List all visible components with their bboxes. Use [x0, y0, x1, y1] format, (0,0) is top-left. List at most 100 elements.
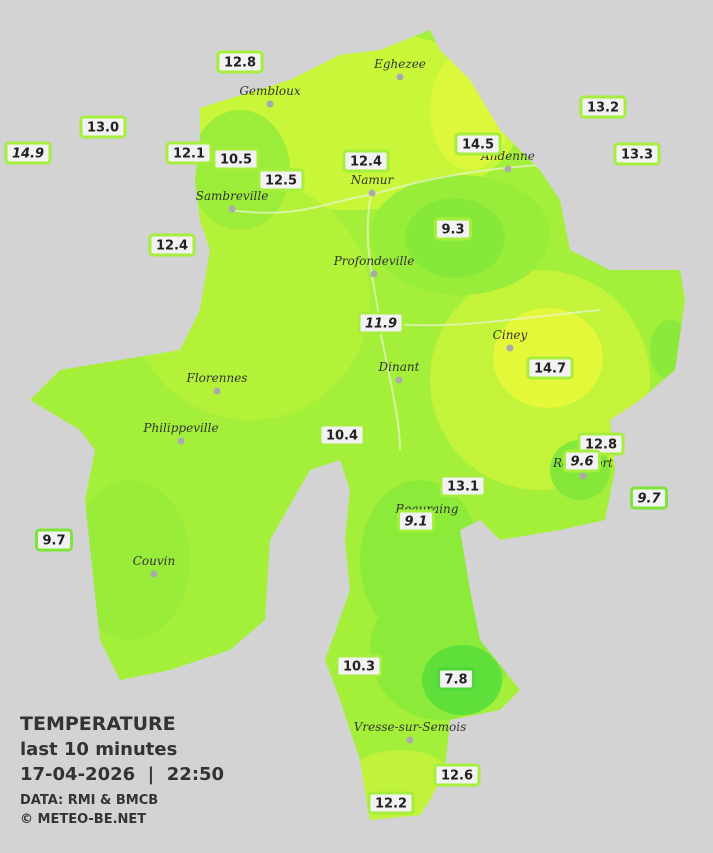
station-value: 7.8: [444, 673, 467, 688]
city-label: Eghezee: [373, 57, 426, 71]
station: 10.4: [318, 423, 366, 447]
station-box: [4, 141, 52, 165]
station-box: [433, 217, 473, 241]
station-value: 9.1: [404, 515, 427, 530]
station-value: 13.1: [447, 480, 479, 495]
city-dot: [213, 387, 221, 395]
station: 9.7: [629, 486, 669, 510]
station-value: 13.3: [621, 148, 653, 163]
city-label: Philippeville: [142, 421, 218, 435]
station: 12.6: [433, 763, 481, 787]
station-value: 12.5: [265, 174, 297, 189]
station-value: 14.5: [462, 138, 494, 153]
station-box: [165, 141, 213, 165]
station-value: 12.6: [441, 769, 473, 784]
cities: EghezeeGemblouxAndenneNamurSambrevillePr…: [133, 57, 613, 744]
city-dot: [396, 73, 404, 81]
station-box: [216, 50, 264, 74]
city-label: Dinant: [378, 360, 420, 374]
station-value: 12.1: [173, 147, 205, 162]
stations: 12.8 13.0 14.9 12.1 10.5 12.5 12.4 12.4 14.5 13.2…: [4, 50, 669, 815]
legend: TEMPERATURE last 10 minutes 17-04-2026 |…: [20, 713, 224, 827]
city-label: Namur: [350, 173, 395, 187]
station: 11.9: [357, 311, 405, 335]
city-label: Vresse-sur-Semois: [354, 720, 467, 734]
city-label: Gembloux: [239, 84, 301, 98]
station: 12.4: [342, 149, 390, 173]
city-label: Florennes: [186, 371, 248, 385]
station-value: 13.2: [587, 101, 619, 116]
station-value: 14.7: [534, 362, 566, 377]
station-value: 10.5: [220, 153, 252, 168]
station-value: 10.4: [326, 429, 358, 444]
station-box: [433, 763, 481, 787]
city-dot: [150, 570, 158, 578]
station-value: 9.6: [570, 455, 593, 470]
station: 9.3: [433, 217, 473, 241]
station: 14.9: [4, 141, 52, 165]
station-box: [629, 486, 669, 510]
station-box: [342, 149, 390, 173]
station-box: [579, 95, 627, 119]
station: 12.4: [148, 233, 196, 257]
city-dot: [406, 736, 414, 744]
city-label: Ciney: [493, 328, 528, 342]
legend-datetime: 17-04-2026 | 22:50: [20, 764, 224, 785]
city-dot: [177, 437, 185, 445]
station-value: 13.0: [87, 121, 119, 136]
station: 13.3: [613, 142, 661, 166]
station-box: [454, 132, 502, 156]
city-label: Couvin: [133, 554, 175, 568]
station-box: [357, 311, 405, 335]
station: 12.2: [367, 791, 415, 815]
station-value: 10.3: [343, 660, 375, 675]
city-dot: [368, 189, 376, 197]
station: 10.3: [335, 654, 383, 678]
station-box: [436, 667, 476, 691]
city-dot: [266, 100, 274, 108]
station: 13.2: [579, 95, 627, 119]
station-box: [257, 168, 305, 192]
station-box: [526, 356, 574, 380]
legend-copyright: © METEO-BE.NET: [20, 812, 146, 827]
station: 14.5: [454, 132, 502, 156]
station: 12.5: [257, 168, 305, 192]
station-value: 9.3: [441, 223, 464, 238]
station-box: [79, 115, 127, 139]
station: 13.0: [79, 115, 127, 139]
station-value: 12.4: [350, 155, 382, 170]
legend-subtitle: last 10 minutes: [20, 739, 177, 760]
station-box: [367, 791, 415, 815]
station: 7.8: [436, 667, 476, 691]
station: 9.6: [562, 449, 602, 473]
station-value: 12.2: [375, 797, 407, 812]
station: 12.1: [165, 141, 213, 165]
station-value: 12.8: [585, 438, 617, 453]
station-box: [613, 142, 661, 166]
legend-source: DATA: RMI & BMCB: [20, 793, 158, 808]
station-value: 12.4: [156, 239, 188, 254]
city-label: Profondeville: [333, 254, 415, 268]
station-box: [562, 449, 602, 473]
station: 10.5: [212, 147, 260, 171]
station-box: [34, 528, 74, 552]
station-box: [148, 233, 196, 257]
city-dot: [504, 165, 512, 173]
station: 13.1: [439, 474, 487, 498]
city-dot: [395, 376, 403, 384]
station: 12.8: [216, 50, 264, 74]
station-box: [439, 474, 487, 498]
station-value: 11.9: [365, 317, 397, 332]
station-value: 9.7: [42, 534, 65, 549]
station-value: 9.7: [637, 492, 661, 507]
station: 14.7: [526, 356, 574, 380]
legend-title: TEMPERATURE: [20, 713, 176, 735]
city-dot: [506, 344, 514, 352]
station-box: [396, 509, 436, 533]
station-box: [335, 654, 383, 678]
city-label: Sambreville: [196, 189, 269, 203]
station: 9.1: [396, 509, 436, 533]
station: 12.8: [577, 432, 625, 456]
station-box: [212, 147, 260, 171]
station-value: 12.8: [224, 56, 256, 71]
